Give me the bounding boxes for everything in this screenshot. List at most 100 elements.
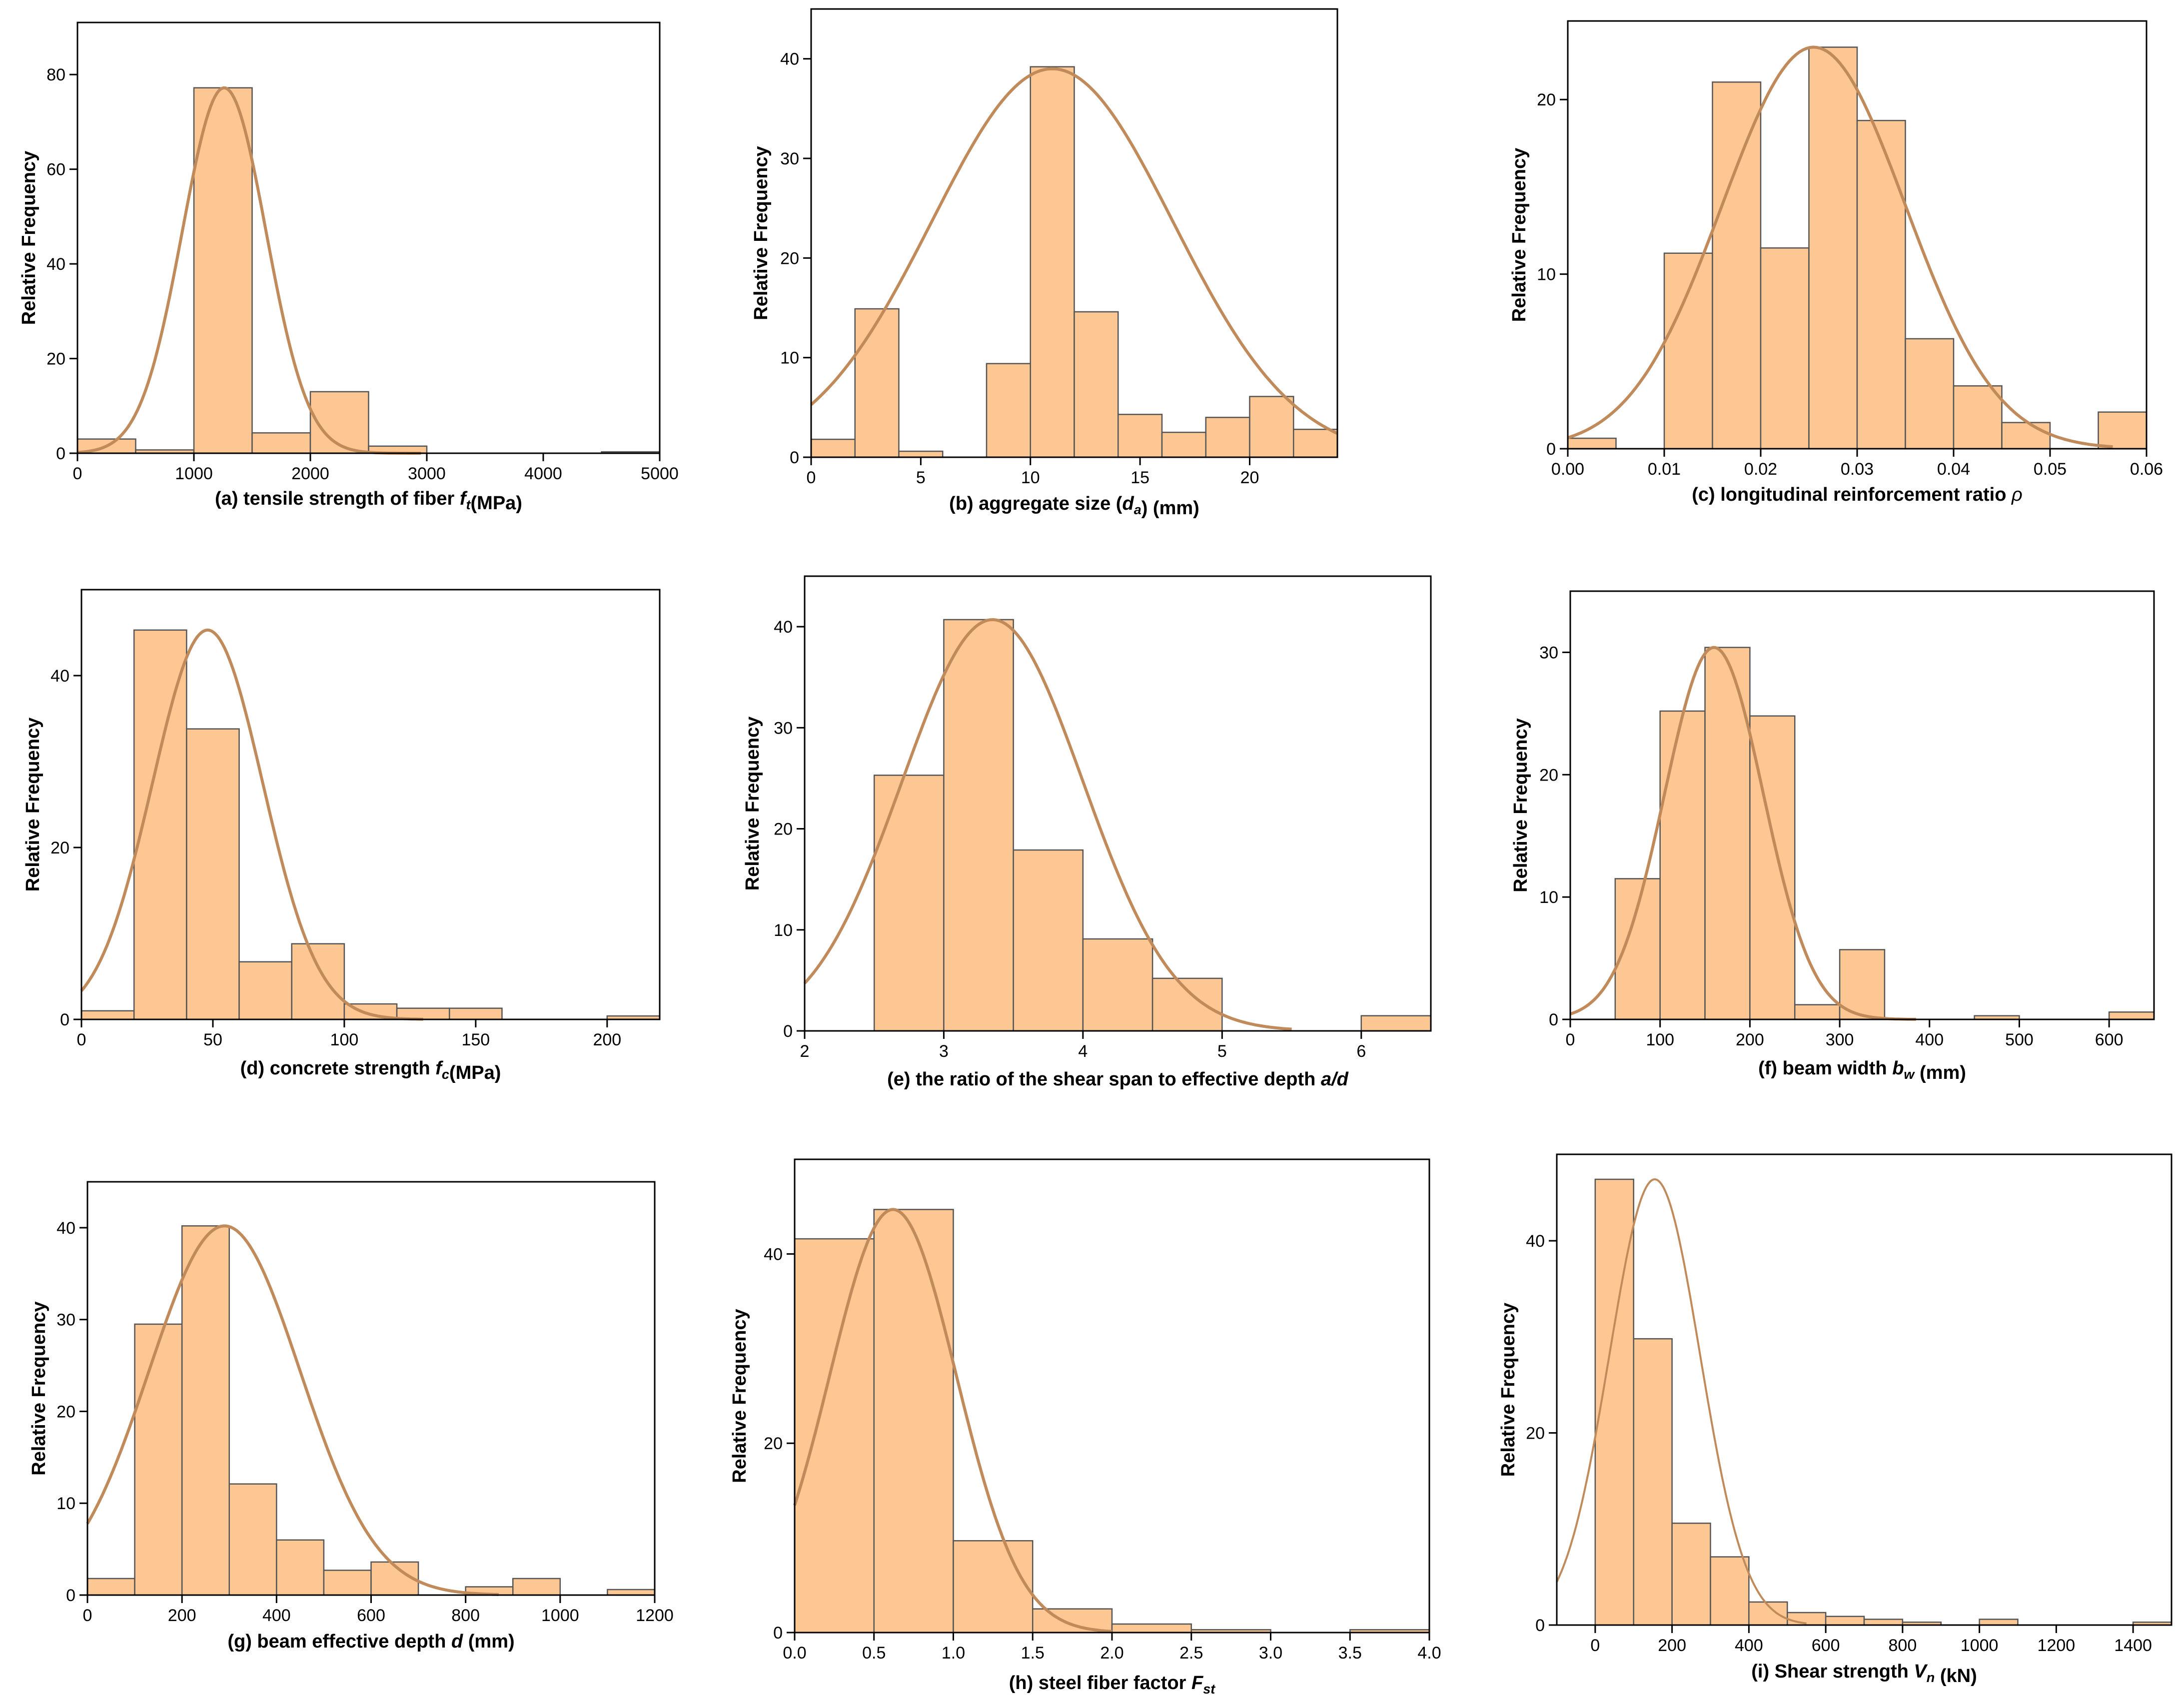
y-axis-label: Relative Frequency — [1509, 148, 1530, 322]
histogram-bar — [1249, 396, 1294, 458]
histogram-bar — [291, 943, 345, 1020]
histogram-bar — [854, 308, 900, 458]
y-axis-label: Relative Frequency — [28, 1301, 49, 1475]
y-axis-label: Relative Frequency — [751, 146, 772, 320]
y-tick-label: 40 — [56, 1219, 75, 1238]
fit-curve — [1556, 1178, 1807, 1625]
x-tick-label: 150 — [461, 1030, 490, 1049]
y-tick-label: 20 — [50, 839, 69, 857]
x-tick-label: 800 — [1889, 1636, 1917, 1655]
y-tick-label: 20 — [1539, 766, 1558, 785]
histogram-bar — [2001, 422, 2051, 450]
chart-caption: (f) beam width bw (mm) — [1758, 1058, 1966, 1083]
histogram-bar — [1710, 1556, 1750, 1626]
chart-caption: (h) steel fiber factor Fst — [1009, 1673, 1216, 1697]
y-axis-label: Relative Frequency — [729, 1309, 750, 1483]
histogram-bar — [323, 1570, 372, 1596]
y-tick-label: 80 — [46, 65, 65, 84]
histogram-bar — [1111, 1623, 1192, 1634]
y-tick-label: 10 — [1537, 265, 1556, 284]
x-tick-label: 3.5 — [1338, 1644, 1362, 1663]
histogram-bar — [238, 961, 292, 1020]
histogram-bar — [512, 1578, 561, 1596]
y-tick-label: 0 — [773, 1624, 783, 1643]
y-axis-label: Relative Frequency — [742, 717, 763, 890]
plot-frame — [810, 8, 1338, 458]
histogram-bar — [1808, 46, 1858, 450]
histogram-bar — [1082, 938, 1153, 1032]
x-tick-label: 0.0 — [783, 1644, 806, 1663]
histogram-bar — [810, 438, 856, 458]
x-tick-label: 20 — [1240, 468, 1259, 487]
x-tick-label: 3000 — [408, 464, 446, 483]
plot-frame — [1569, 590, 2155, 1020]
histogram-bar — [1117, 414, 1163, 458]
x-tick-label: 100 — [330, 1030, 359, 1049]
x-tick-label: 0 — [1590, 1636, 1600, 1655]
x-tick-label: 0 — [83, 1606, 92, 1625]
x-tick-label: 0.05 — [2034, 460, 2067, 479]
chart-caption: (e) the ratio of the shear span to effec… — [887, 1069, 1349, 1090]
fit-curve — [1570, 646, 1916, 1021]
x-tick-label: 200 — [1736, 1030, 1764, 1049]
histogram-bar — [607, 1589, 656, 1596]
x-tick-label: 5 — [916, 468, 926, 487]
histogram-bar — [1856, 119, 1906, 450]
fit-curve — [86, 1224, 499, 1596]
y-tick-label: 0 — [790, 448, 799, 467]
y-tick-label: 40 — [1526, 1232, 1545, 1251]
fit-curve — [793, 1208, 1112, 1633]
y-tick-label: 20 — [1537, 90, 1556, 109]
y-tick-label: 0 — [60, 1010, 69, 1029]
x-tick-label: 6 — [1356, 1042, 1366, 1061]
plot-frame — [804, 575, 1432, 1032]
histogram-bar — [1293, 428, 1338, 458]
histogram-bar — [1953, 385, 2003, 450]
chart-caption: (g) beam effective depth d (mm) — [227, 1631, 514, 1652]
x-tick-label: 1.0 — [942, 1644, 965, 1663]
x-tick-label: 500 — [2005, 1030, 2034, 1049]
x-tick-label: 400 — [1915, 1030, 1944, 1049]
fit-curve — [77, 86, 421, 455]
histogram-bar — [1205, 417, 1250, 458]
histogram-bar — [181, 1225, 230, 1596]
plot-frame — [76, 21, 661, 454]
histogram-bar — [1671, 1522, 1711, 1626]
chart-d: 0 50 100 150 200 0 20 40 Relative Frequency (d) c… — [22, 589, 661, 1083]
x-tick-label: 4000 — [524, 464, 562, 483]
chart-caption: (c) longitudinal reinforcement ratio ρ — [1692, 484, 2022, 505]
x-tick-label: 400 — [262, 1606, 291, 1625]
histogram-bar — [873, 1209, 954, 1634]
x-tick-label: 0 — [1566, 1030, 1575, 1049]
histogram-bar — [953, 1540, 1034, 1634]
y-tick-label: 0 — [56, 444, 65, 463]
y-tick-label: 10 — [774, 921, 793, 940]
histogram-bar — [1663, 252, 1713, 450]
x-tick-label: 0.06 — [2130, 460, 2163, 479]
histogram-bar — [986, 363, 1031, 458]
histogram-bar — [86, 1578, 135, 1596]
x-tick-label: 0.03 — [1841, 460, 1874, 479]
x-tick-label: 100 — [1646, 1030, 1674, 1049]
x-tick-label: 200 — [1658, 1636, 1686, 1655]
x-tick-label: 0.00 — [1551, 460, 1584, 479]
histogram-bar — [1161, 431, 1206, 458]
chart-caption: (i) Shear strength Vn (kN) — [1751, 1661, 1977, 1687]
y-axis-label: Relative Frequency — [1498, 1303, 1519, 1477]
x-tick-label: 1000 — [541, 1606, 579, 1625]
y-tick-label: 10 — [780, 349, 799, 368]
x-tick-label: 5 — [1217, 1042, 1227, 1061]
histogram-bar — [898, 450, 944, 458]
x-tick-label: 5000 — [641, 464, 679, 483]
histogram-bar — [80, 1010, 135, 1020]
x-tick-label: 1000 — [175, 464, 213, 483]
x-tick-label: 2.5 — [1179, 1644, 1203, 1663]
x-tick-label: 0 — [77, 1030, 86, 1049]
histogram-bar — [1030, 66, 1075, 458]
x-tick-label: 2000 — [291, 464, 329, 483]
y-tick-label: 40 — [780, 50, 799, 69]
y-tick-label: 40 — [764, 1245, 783, 1264]
y-tick-label: 20 — [764, 1434, 783, 1453]
y-tick-label: 0 — [1546, 440, 1556, 459]
y-tick-label: 0 — [1549, 1010, 1558, 1029]
